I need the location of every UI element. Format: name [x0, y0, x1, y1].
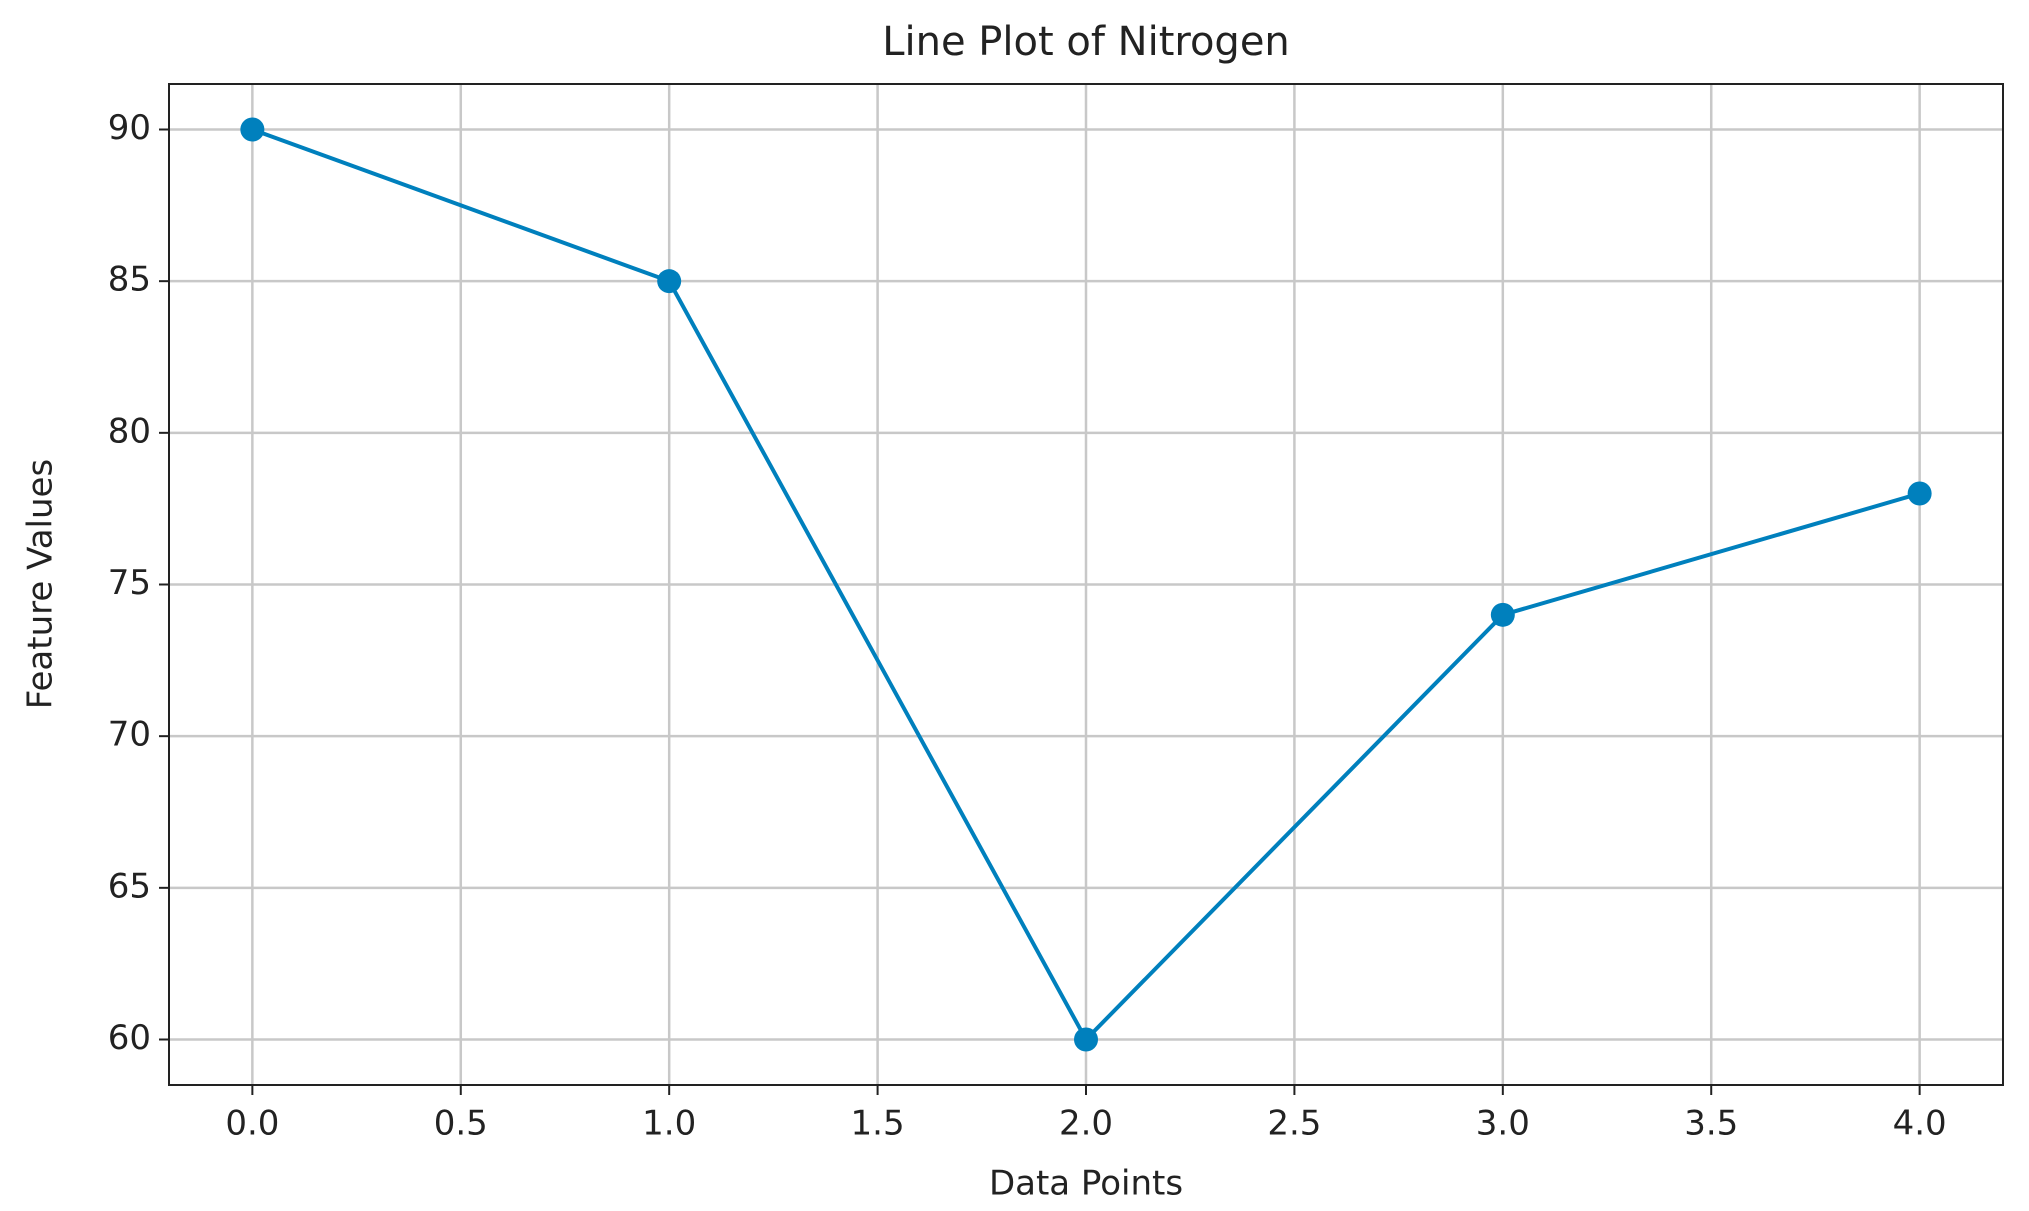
x-axis-label: Data Points [989, 1164, 1183, 1204]
y-tick-label: 90 [108, 108, 151, 148]
y-tick-label: 60 [108, 1018, 151, 1058]
data-point [240, 117, 265, 142]
data-point [1490, 602, 1515, 627]
x-tick-label: 2.0 [1059, 1104, 1113, 1144]
x-tick-label: 3.0 [1476, 1104, 1530, 1144]
x-tick-label: 2.5 [1267, 1104, 1321, 1144]
x-tick-label: 0.5 [434, 1104, 488, 1144]
x-tick-label: 4.0 [1893, 1104, 1947, 1144]
x-tick-label: 1.0 [642, 1104, 696, 1144]
plot-frame [168, 83, 2004, 1086]
x-tick-label: 1.5 [851, 1104, 905, 1144]
data-point [1907, 481, 1932, 506]
data-point [1074, 1027, 1098, 1052]
y-tick-label: 70 [108, 715, 151, 755]
y-tick-label: 85 [108, 260, 151, 300]
x-tick-label: 3.5 [1684, 1104, 1738, 1144]
data-point [657, 269, 682, 294]
y-axis-label: Feature Values [21, 459, 61, 709]
y-tick-label: 75 [108, 563, 151, 603]
chart-title: Line Plot of Nitrogen [882, 19, 1290, 65]
y-tick-label: 80 [108, 411, 151, 451]
x-tick-label: 0.0 [225, 1104, 279, 1144]
y-tick-label: 65 [108, 866, 151, 906]
